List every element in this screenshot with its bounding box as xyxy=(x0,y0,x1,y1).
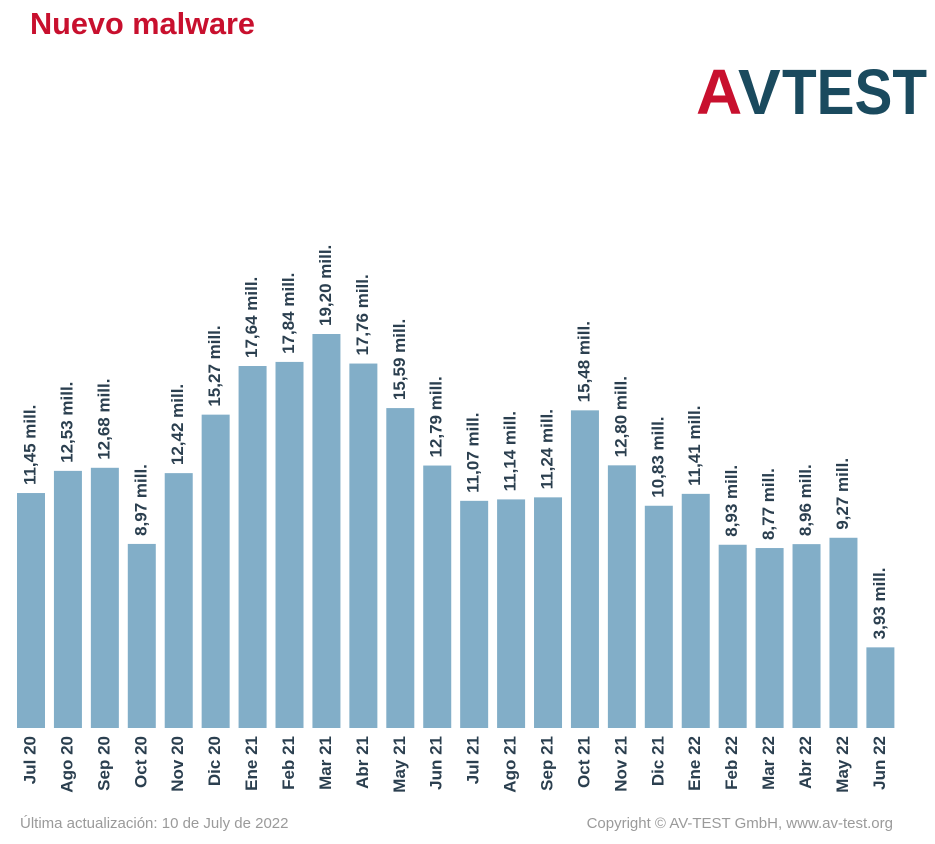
value-label: 12,53 mill. xyxy=(57,382,76,463)
value-label: 12,79 mill. xyxy=(427,376,446,457)
value-label: 11,45 mill. xyxy=(20,405,39,485)
x-tick-label: Sep 21 xyxy=(538,736,557,791)
x-tick-label: Nov 20 xyxy=(168,736,187,792)
x-tick-label: Ago 21 xyxy=(501,736,520,793)
bar xyxy=(755,548,784,728)
value-label: 8,77 mill. xyxy=(759,468,778,540)
bar xyxy=(201,414,230,728)
bar xyxy=(164,473,193,728)
x-tick-label: Sep 20 xyxy=(94,736,113,791)
value-label: 17,64 mill. xyxy=(242,277,261,358)
bar xyxy=(497,499,526,728)
x-tick-label: Nov 21 xyxy=(611,736,630,792)
bar xyxy=(238,366,267,728)
value-label: 17,84 mill. xyxy=(279,273,298,354)
bar xyxy=(127,543,156,728)
x-tick-label: Abr 21 xyxy=(353,736,372,789)
x-tick-label: Feb 22 xyxy=(722,736,741,790)
logo: A V TEST xyxy=(696,56,927,128)
x-tick-label: Dic 20 xyxy=(205,736,224,786)
x-tick-label: Ene 21 xyxy=(242,736,261,791)
x-tick-label: Jul 20 xyxy=(20,736,39,784)
value-label: 12,42 mill. xyxy=(168,384,187,465)
x-tick-label: Jul 21 xyxy=(464,736,483,784)
x-tick-label: Jun 22 xyxy=(870,736,889,790)
bar xyxy=(792,544,821,728)
bar xyxy=(866,647,895,728)
bar xyxy=(17,493,45,728)
logo-test: TEST xyxy=(782,56,927,128)
logo-v: V xyxy=(738,56,781,128)
x-tick-label: Feb 21 xyxy=(279,736,298,790)
x-tick-label: May 22 xyxy=(833,736,852,793)
bar xyxy=(681,493,710,728)
value-label: 11,07 mill. xyxy=(464,412,483,492)
x-tick-label: Oct 20 xyxy=(131,736,150,788)
bar xyxy=(349,363,378,728)
value-label: 12,80 mill. xyxy=(611,376,630,457)
value-label: 12,68 mill. xyxy=(94,379,113,460)
value-label: 10,83 mill. xyxy=(648,416,667,497)
value-label: 8,97 mill. xyxy=(131,464,150,536)
value-label: 8,93 mill. xyxy=(722,465,741,537)
value-label: 19,20 mill. xyxy=(316,245,335,326)
x-tick-label: May 21 xyxy=(390,736,409,793)
footer-right: Copyright © AV-TEST GmbH, www.av-test.or… xyxy=(587,815,893,832)
logo-a: A xyxy=(696,56,742,128)
bar xyxy=(829,537,858,728)
value-label: 15,59 mill. xyxy=(390,319,409,400)
bar xyxy=(386,408,415,728)
value-label: 11,24 mill. xyxy=(538,409,557,489)
x-tick-label: Abr 22 xyxy=(796,736,815,789)
footer-left: Última actualización: 10 de July de 2022 xyxy=(20,815,289,832)
value-label: 17,76 mill. xyxy=(353,274,372,355)
bar xyxy=(534,497,563,728)
value-label: 11,14 mill. xyxy=(501,411,520,491)
x-tick-label: Dic 21 xyxy=(648,736,667,786)
chart-title: Nuevo malware xyxy=(30,6,255,41)
x-tick-label: Jun 21 xyxy=(427,736,446,790)
value-label: 9,27 mill. xyxy=(833,458,852,530)
bar xyxy=(423,465,452,728)
bar xyxy=(570,410,599,728)
x-tick-label: Mar 22 xyxy=(759,736,778,790)
value-label: 11,41 mill. xyxy=(685,406,704,486)
value-label: 8,96 mill. xyxy=(796,464,815,536)
x-tick-label: Ene 22 xyxy=(685,736,704,791)
value-label: 3,93 mill. xyxy=(870,568,889,640)
bar xyxy=(275,361,304,728)
x-tick-label: Mar 21 xyxy=(316,736,335,790)
bar xyxy=(312,334,341,728)
value-label: 15,48 mill. xyxy=(574,321,593,402)
bar xyxy=(718,544,747,728)
bar xyxy=(607,465,636,728)
x-tick-label: Ago 20 xyxy=(57,736,76,793)
bar xyxy=(644,505,673,728)
bar xyxy=(53,470,82,728)
value-label: 15,27 mill. xyxy=(205,325,224,406)
bar xyxy=(90,467,119,728)
x-tick-label: Oct 21 xyxy=(574,736,593,788)
bar xyxy=(460,500,489,728)
